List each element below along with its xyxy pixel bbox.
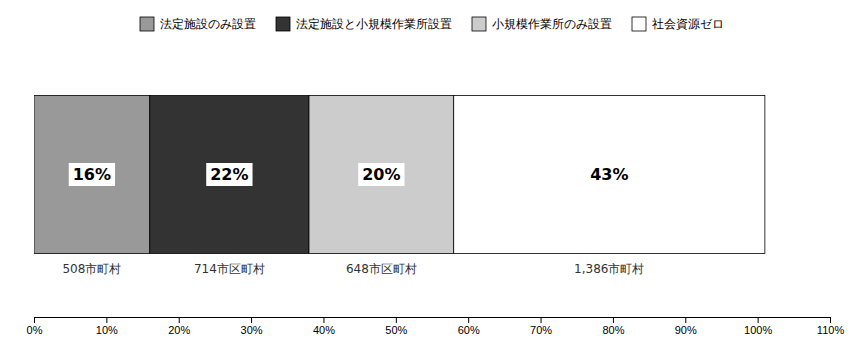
- legend-item: 小規模作業所のみ設置: [472, 17, 612, 31]
- legend-item: 社会資源ゼロ: [632, 17, 724, 31]
- data-label-group: 20%: [358, 163, 404, 186]
- bar: [454, 96, 765, 254]
- legend-swatch: [632, 17, 646, 31]
- tick-mark: [34, 317, 35, 323]
- annotation: 714市区町村: [194, 262, 265, 276]
- tick-label: 100%: [744, 324, 772, 336]
- tick-mark: [179, 317, 180, 323]
- tick: 0%: [27, 317, 43, 336]
- tick-label: 10%: [96, 324, 118, 336]
- data-label-group: 16%: [69, 163, 115, 186]
- tick: 100%: [744, 317, 772, 336]
- legend-swatch: [276, 17, 290, 31]
- tick-mark: [541, 317, 542, 323]
- tick-mark: [758, 317, 759, 323]
- tick-label: 40%: [313, 324, 335, 336]
- tick: 70%: [530, 317, 552, 336]
- tick: 20%: [168, 317, 190, 336]
- tick-label: 30%: [241, 324, 263, 336]
- legend-label: 小規模作業所のみ設置: [492, 17, 612, 31]
- tick-label: 50%: [385, 324, 407, 336]
- data-label-background: [586, 163, 632, 186]
- data-label-group: 22%: [206, 163, 252, 186]
- tick: 60%: [458, 317, 480, 336]
- bars: [34, 96, 765, 254]
- data-label: 16%: [73, 165, 111, 184]
- legend-label: 法定施設のみ設置: [160, 17, 256, 31]
- data-label-background: [358, 163, 404, 186]
- data-label-background: [69, 163, 115, 186]
- axis-line: [35, 318, 831, 324]
- data-label-background: [206, 163, 252, 186]
- tick-mark: [685, 317, 686, 323]
- legend-swatch: [140, 17, 154, 31]
- tick-mark: [106, 317, 107, 323]
- x-axis: 0% 10% 20% 30% 40% 50% 60% 70% 80% 90% 100% 110%: [27, 317, 845, 336]
- legend-label: 法定施設と小規模作業所設置: [296, 17, 452, 31]
- tick: 40%: [313, 317, 335, 336]
- legend-label: 社会資源ゼロ: [652, 17, 724, 31]
- tick-label: 0%: [27, 324, 43, 336]
- tick-label: 20%: [168, 324, 190, 336]
- tick-mark: [468, 317, 469, 323]
- bar: [309, 96, 454, 254]
- tick: 50%: [385, 317, 407, 336]
- labels: 16% 508市町村 22% 714市区町村 20% 648市区町村 43% 1,386市町村: [62, 163, 644, 276]
- data-label: 20%: [362, 165, 400, 184]
- legend-swatch: [472, 17, 486, 31]
- tick: 10%: [96, 317, 118, 336]
- tick-label: 60%: [458, 324, 480, 336]
- annotation: 508市町村: [62, 262, 121, 276]
- legend-item: 法定施設と小規模作業所設置: [276, 17, 452, 31]
- tick-mark: [251, 317, 252, 323]
- chart: 16% 508市町村 22% 714市区町村 20% 648市区町村 43% 1,386市町村…: [0, 0, 864, 351]
- data-label-group: 43%: [586, 163, 632, 186]
- tick-label: 90%: [675, 324, 697, 336]
- data-label: 43%: [590, 165, 628, 184]
- tick-label: 110%: [817, 324, 845, 336]
- tick: 90%: [675, 317, 697, 336]
- bar: [34, 96, 150, 254]
- tick-mark: [323, 317, 324, 323]
- tick-mark: [830, 317, 831, 323]
- annotation: 1,386市町村: [574, 262, 644, 276]
- bar: [150, 96, 309, 254]
- legend: 法定施設のみ設置 法定施設と小規模作業所設置 小規模作業所のみ設置 社会資源ゼロ: [140, 17, 724, 31]
- tick: 80%: [602, 317, 624, 336]
- legend-item: 法定施設のみ設置: [140, 17, 256, 31]
- tick-label: 70%: [530, 324, 552, 336]
- annotation: 648市区町村: [346, 262, 417, 276]
- data-label: 22%: [210, 165, 248, 184]
- tick-label: 80%: [602, 324, 624, 336]
- tick: 30%: [241, 317, 263, 336]
- tick-mark: [613, 317, 614, 323]
- tick-mark: [396, 317, 397, 323]
- tick: 110%: [817, 317, 845, 336]
